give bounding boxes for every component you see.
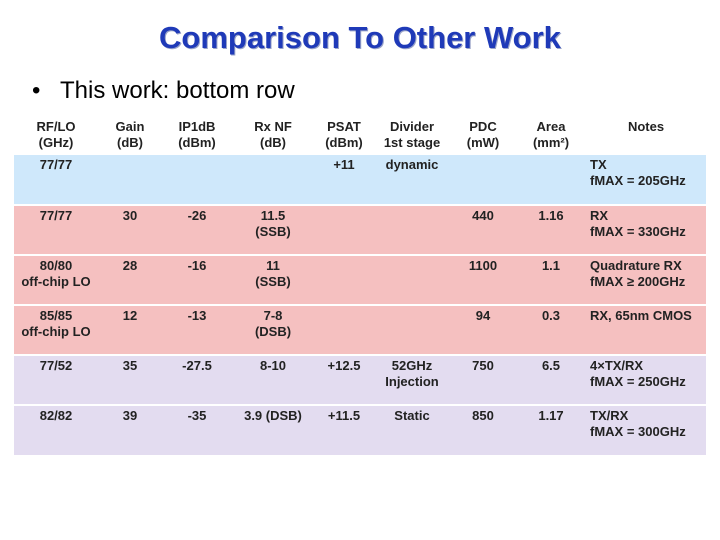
header-cell: IP1dB (dBm) bbox=[178, 119, 216, 150]
table-cell bbox=[374, 304, 450, 355]
table-body: 77/77 +11 dynamic TX fMAX = 205GHz 77/77 30 -26… bbox=[14, 155, 706, 455]
table-cell bbox=[516, 155, 586, 205]
table-cell: 1100 bbox=[450, 254, 516, 305]
table-cell: -16 bbox=[162, 254, 232, 305]
table-cell bbox=[162, 155, 232, 205]
table-cell: 11.5 (SSB) bbox=[232, 204, 314, 255]
table-cell: -35 bbox=[162, 404, 232, 455]
header-cell: Gain (dB) bbox=[115, 119, 145, 150]
table-cell: 30 bbox=[98, 204, 162, 255]
table-row: 82/82 39 -35 3.9 (DSB) +11.5 Static 850 1.17 TX/… bbox=[14, 404, 706, 455]
table-cell: +11 bbox=[333, 157, 355, 172]
table-cell: 8-10 bbox=[232, 354, 314, 405]
table-cell: 82/82 bbox=[14, 404, 98, 455]
table-cell bbox=[314, 304, 374, 355]
table-cell: +12.5 bbox=[314, 354, 374, 405]
table-cell bbox=[450, 155, 516, 205]
table-cell: 80/80 off-chip LO bbox=[14, 254, 98, 305]
table-cell: 39 bbox=[98, 404, 162, 455]
table-cell bbox=[374, 204, 450, 255]
bullet-marker: • bbox=[32, 77, 41, 104]
table-cell: 52GHz Injection bbox=[374, 354, 450, 405]
bullet-text: This work: bottom row bbox=[60, 77, 295, 104]
notes-cell: RX fMAX = 330GHz bbox=[586, 204, 706, 255]
slide-title: Comparison To Other Work bbox=[159, 20, 561, 55]
table-cell bbox=[232, 155, 314, 205]
notes-cell: TX fMAX = 205GHz bbox=[590, 157, 686, 188]
table-cell bbox=[98, 155, 162, 205]
table-cell: +11.5 bbox=[314, 404, 374, 455]
table-cell: 7-8 (DSB) bbox=[232, 304, 314, 355]
notes-cell: Quadrature RX fMAX ≥ 200GHz bbox=[586, 254, 706, 305]
table-cell: 77/77 bbox=[14, 204, 98, 255]
header-cell: PSAT (dBm) bbox=[325, 119, 363, 150]
table-cell: 3.9 (DSB) bbox=[232, 404, 314, 455]
header-row: RF/LO (GHz) Gain (dB) IP1dB (dBm) Rx NF (dB)… bbox=[14, 117, 706, 155]
table-row: 80/80 off-chip LO 28 -16 11 (SSB) 1100 1.1 Quadr… bbox=[14, 254, 706, 305]
comparison-table: RF/LO (GHz) Gain (dB) IP1dB (dBm) Rx NF (dB)… bbox=[14, 117, 706, 455]
table-cell: 94 bbox=[450, 304, 516, 355]
table-cell: -26 bbox=[162, 204, 232, 255]
table-cell: 35 bbox=[98, 354, 162, 405]
table-row: 77/77 30 -26 11.5 (SSB) 440 1.16 RX fMAX = 330GH… bbox=[14, 204, 706, 255]
notes-cell: TX/RX fMAX = 300GHz bbox=[586, 404, 706, 455]
header-cell: Divider 1st stage bbox=[383, 119, 441, 150]
header-cell: Notes bbox=[627, 119, 665, 134]
table-cell: 12 bbox=[98, 304, 162, 355]
table-cell: 77/52 bbox=[14, 354, 98, 405]
table-cell: 11 (SSB) bbox=[232, 254, 314, 305]
table-cell: 750 bbox=[450, 354, 516, 405]
header-cell: RF/LO (GHz) bbox=[36, 119, 76, 150]
header-cell: Area (mm²) bbox=[532, 119, 570, 150]
bullet-item: • This work: bottom row bbox=[32, 77, 295, 105]
table-cell: 0.3 bbox=[516, 304, 586, 355]
table-row: 85/85 off-chip LO 12 -13 7-8 (DSB) 94 0.3 RX, 65… bbox=[14, 304, 706, 355]
table-cell: 1.1 bbox=[516, 254, 586, 305]
table-cell: 6.5 bbox=[516, 354, 586, 405]
table-cell: -13 bbox=[162, 304, 232, 355]
comparison-table-wrap: RF/LO (GHz) Gain (dB) IP1dB (dBm) Rx NF (dB)… bbox=[14, 117, 706, 455]
notes-cell: RX, 65nm CMOS bbox=[586, 304, 706, 355]
table-cell bbox=[374, 254, 450, 305]
table-row: 77/52 35 -27.5 8-10 +12.5 52GHz Injection 750 6.… bbox=[14, 354, 706, 405]
table-cell: 85/85 off-chip LO bbox=[14, 304, 98, 355]
table-cell bbox=[314, 204, 374, 255]
table-cell: 1.17 bbox=[516, 404, 586, 455]
table-cell: 1.16 bbox=[516, 204, 586, 255]
table-cell: Static bbox=[374, 404, 450, 455]
table-cell: 850 bbox=[450, 404, 516, 455]
header-cell: PDC (mW) bbox=[466, 119, 500, 150]
table-cell bbox=[314, 254, 374, 305]
table-cell: dynamic bbox=[385, 157, 439, 172]
table-cell: 28 bbox=[98, 254, 162, 305]
notes-cell: 4×TX/RX fMAX = 250GHz bbox=[586, 354, 706, 405]
header-cell: Rx NF (dB) bbox=[254, 119, 292, 150]
table-cell: -27.5 bbox=[162, 354, 232, 405]
table-row: 77/77 +11 dynamic TX fMAX = 205GHz bbox=[14, 155, 706, 205]
table-cell: 77/77 bbox=[39, 157, 73, 172]
table-cell: 440 bbox=[450, 204, 516, 255]
